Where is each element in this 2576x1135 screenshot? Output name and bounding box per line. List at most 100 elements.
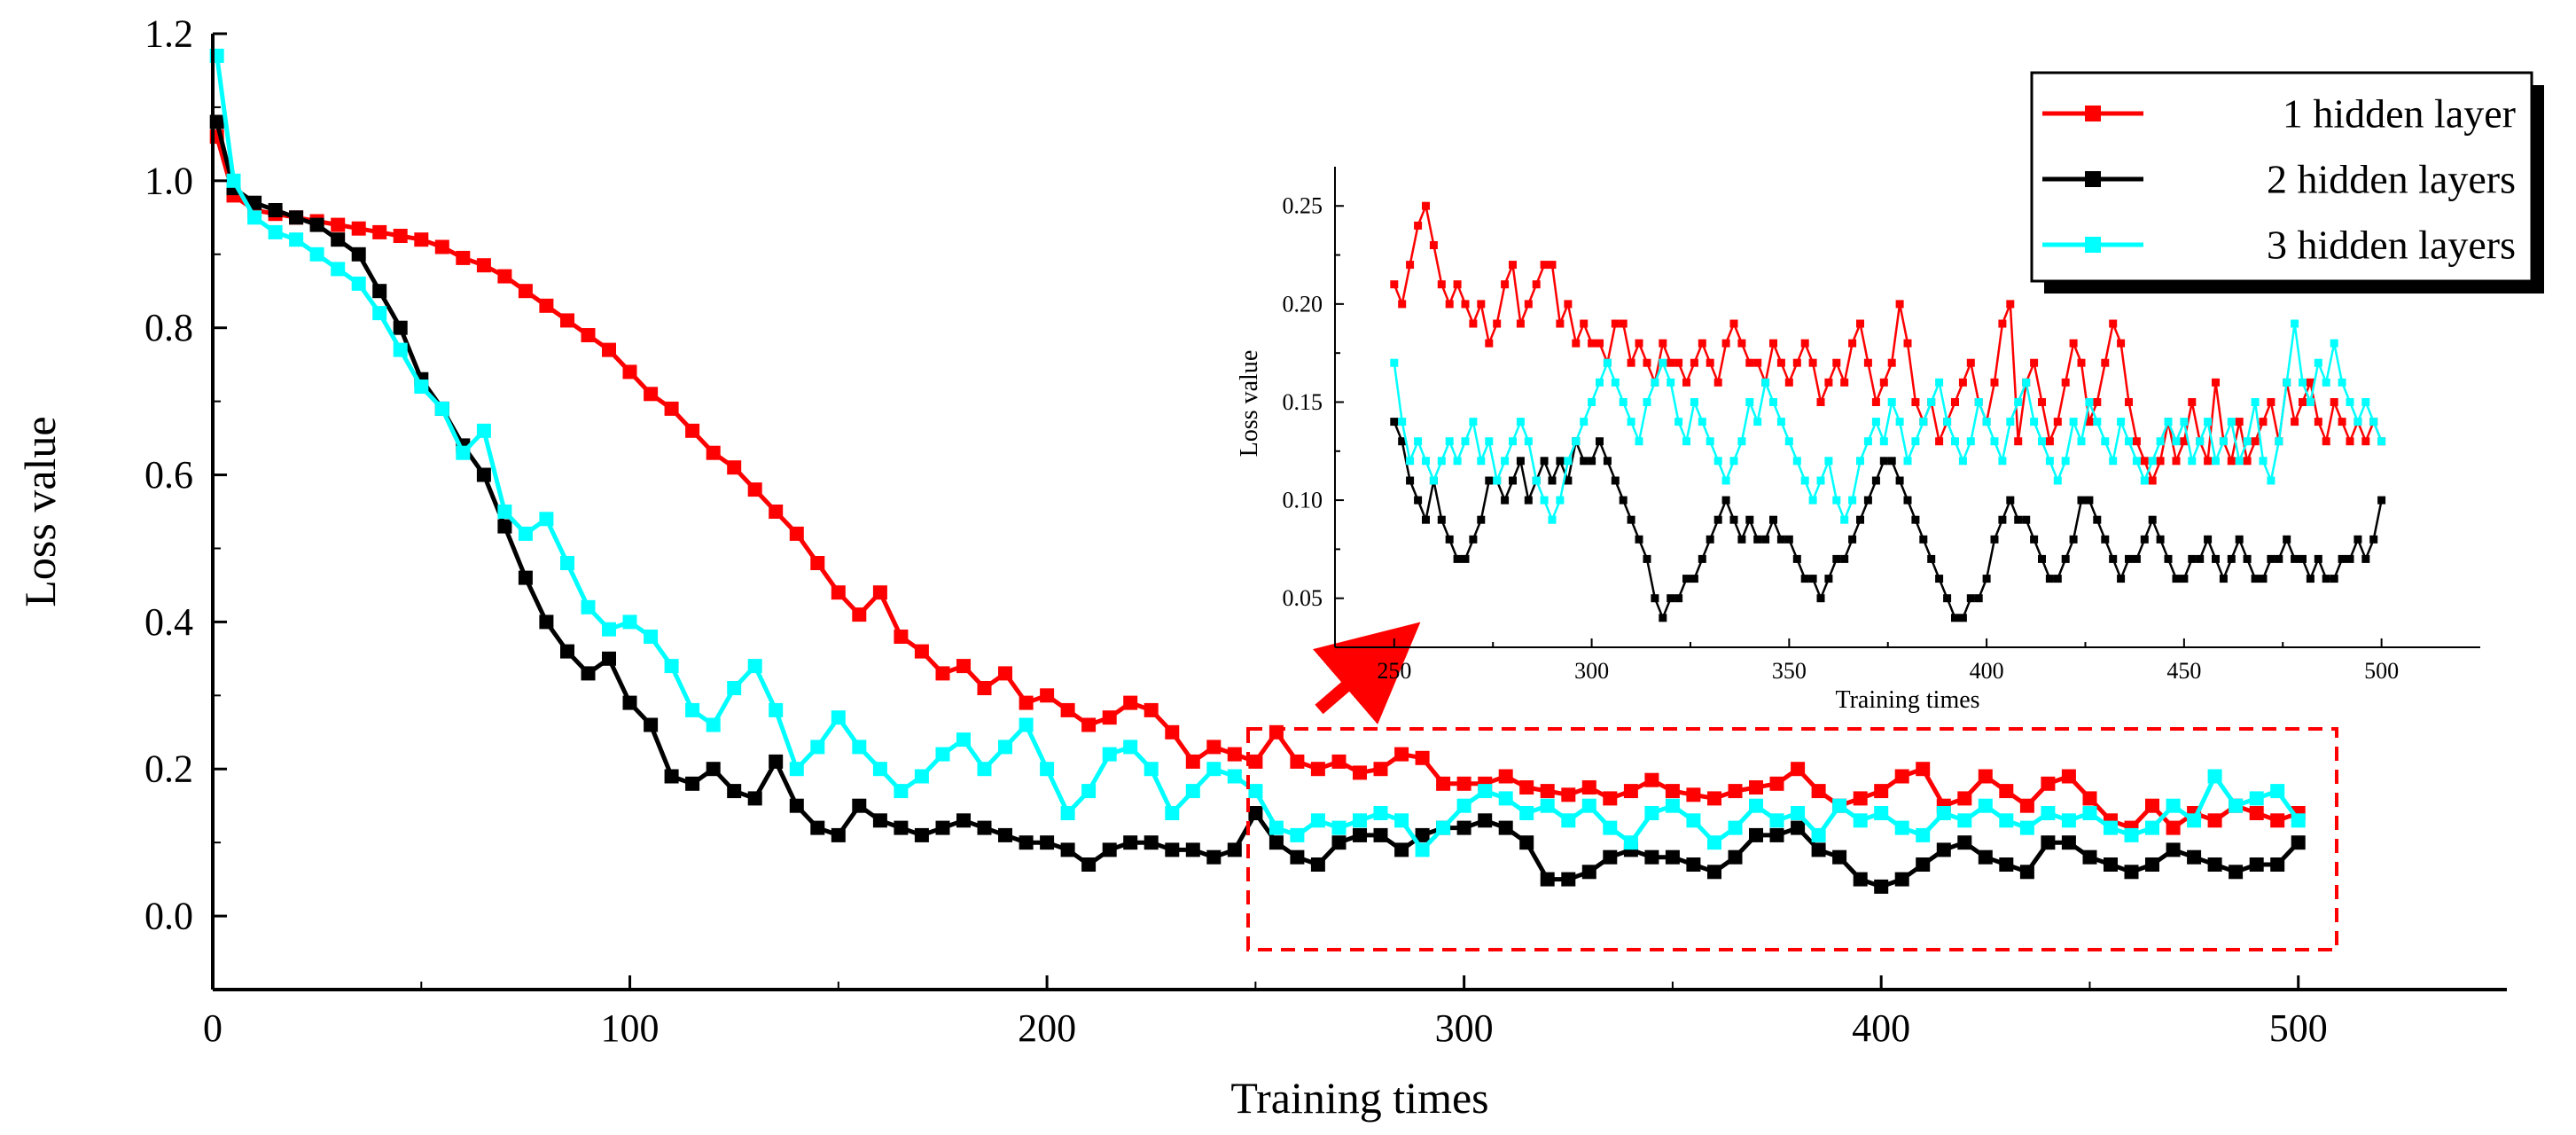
inset-data-point: [1816, 594, 1825, 603]
inset-data-point: [1895, 418, 1904, 427]
inset-data-point: [1887, 398, 1896, 406]
main-data-point: [1749, 780, 1763, 794]
main-data-point: [372, 284, 387, 299]
main-data-point: [914, 827, 929, 842]
inset-data-point: [2291, 319, 2299, 328]
main-data-point: [2166, 820, 2181, 835]
main-data-point: [372, 306, 387, 321]
main-data-point: [1185, 754, 1200, 769]
main-data-point: [2166, 842, 2181, 857]
inset-data-point: [1776, 358, 1785, 367]
main-data-point: [309, 247, 324, 262]
inset-data-point: [2038, 437, 2046, 446]
inset-data-point: [1706, 535, 1714, 544]
main-data-point: [2145, 820, 2159, 835]
main-data-point: [414, 232, 429, 247]
inset-data-point: [1532, 476, 1541, 485]
inset-data-point: [2030, 358, 2039, 367]
main-data-point: [1561, 872, 1576, 887]
inset-data-point: [1856, 319, 1864, 328]
main-data-point: [1728, 849, 1743, 865]
inset-data-point: [2361, 437, 2370, 446]
main-data-point: [1373, 827, 1388, 842]
main-data-point: [539, 614, 554, 630]
inset-data-point: [2361, 554, 2370, 563]
main-data-point: [1519, 835, 1534, 850]
inset-data-point: [1784, 437, 1793, 446]
main-data-point: [1310, 813, 1325, 828]
main-data-point: [1916, 762, 1931, 777]
inset-data-point: [1461, 554, 1470, 563]
main-data-point: [1957, 835, 1972, 850]
inset-data-point: [1792, 457, 1801, 466]
main-data-point: [2061, 835, 2076, 850]
main-data-point: [1353, 827, 1367, 842]
inset-data-point: [1667, 378, 1675, 387]
main-data-point: [664, 401, 679, 416]
main-data-point: [393, 320, 408, 335]
inset-data-point: [2259, 457, 2268, 466]
inset-data-point: [1871, 398, 1880, 406]
inset-data-point: [1903, 339, 1912, 348]
inset-data-point: [2045, 437, 2054, 446]
inset-data-point: [1477, 515, 1486, 524]
inset-data-point: [2030, 418, 2039, 427]
main-data-point: [351, 221, 366, 236]
main-data-point: [1102, 842, 1117, 857]
main-data-point: [914, 644, 929, 659]
inset-data-point: [1737, 535, 1746, 544]
main-data-point: [1623, 784, 1638, 799]
inset-data-point: [1596, 339, 1604, 348]
inset-data-point: [2338, 554, 2346, 563]
inset-data-point: [1643, 358, 1651, 367]
main-data-point: [1102, 710, 1117, 725]
inset-data-point: [1990, 437, 1999, 446]
main-data-point: [226, 173, 241, 188]
inset-data-point: [2172, 457, 2181, 466]
inset-data-point: [1856, 457, 1864, 466]
inset-data-point: [2275, 437, 2283, 446]
inset-data-point: [1998, 515, 2007, 524]
main-data-point: [1206, 762, 1222, 777]
inset-data-point: [2204, 418, 2213, 427]
inset-data-point: [1729, 457, 1738, 466]
inset-data-point: [1445, 437, 1454, 446]
main-data-point: [1165, 806, 1180, 820]
main-data-point: [602, 651, 616, 666]
inset-data-point: [2346, 554, 2354, 563]
main-data-point: [998, 827, 1012, 842]
main-data-point: [1978, 769, 1993, 784]
main-data-point: [1811, 784, 1826, 799]
main-data-point: [1081, 784, 1097, 799]
inset-data-point: [1832, 554, 1841, 563]
main-data-point: [747, 791, 762, 806]
inset-data-point: [1966, 358, 1975, 367]
inset-data-point: [2014, 398, 2023, 406]
main-data-point: [727, 681, 742, 695]
inset-y-tick-label: 0.20: [1283, 291, 1323, 317]
inset-data-point: [1863, 496, 1872, 505]
main-data-point: [560, 556, 574, 570]
main-data-point: [2207, 857, 2222, 872]
main-data-point: [1728, 784, 1743, 799]
inset-data-point: [1682, 378, 1690, 387]
main-data-point: [1227, 842, 1242, 857]
legend-label: 1 hidden layer: [2283, 91, 2516, 137]
main-data-point: [706, 445, 721, 460]
inset-data-point: [2093, 515, 2102, 524]
main-data-point: [894, 820, 909, 835]
inset-x-tick-label: 500: [2364, 658, 2399, 684]
main-data-point: [1707, 791, 1721, 806]
main-data-point: [518, 526, 533, 541]
inset-data-point: [1469, 535, 1478, 544]
main-data-point: [1144, 835, 1159, 850]
inset-data-point: [1477, 457, 1486, 466]
main-data-point: [1999, 857, 2014, 872]
main-data-point: [602, 342, 616, 357]
inset-data-point: [1832, 496, 1841, 505]
inset-data-point: [1737, 339, 1746, 348]
main-data-point: [1102, 747, 1117, 762]
main-data-point: [1394, 813, 1409, 828]
main-data-point: [1665, 849, 1680, 865]
inset-data-point: [1524, 300, 1533, 309]
